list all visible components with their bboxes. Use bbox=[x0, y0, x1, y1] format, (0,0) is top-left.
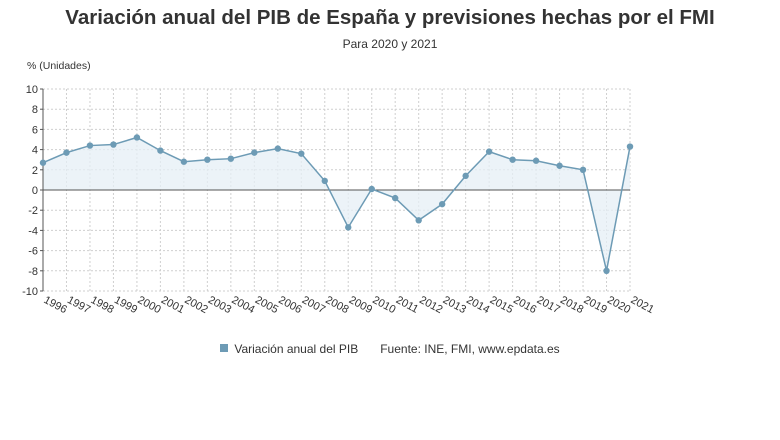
y-tick-label-3: 4 bbox=[32, 145, 38, 157]
data-point-2004 bbox=[227, 155, 235, 162]
x-tick-label-2021: 2021 bbox=[629, 294, 656, 316]
y-tick-labels: 10 8 6 4 2 0 -2 -4 -6 -8 -10 bbox=[22, 84, 43, 298]
x-tick-label-2015: 2015 bbox=[488, 294, 515, 316]
y-tick-label-4: 2 bbox=[32, 165, 38, 177]
data-point-2015 bbox=[485, 148, 493, 155]
data-point-2016 bbox=[509, 156, 516, 163]
x-tick-label-2009: 2009 bbox=[347, 294, 374, 316]
series-points bbox=[39, 134, 634, 274]
x-tick-label-2001: 2001 bbox=[159, 294, 186, 316]
data-point-2018 bbox=[556, 162, 563, 169]
data-point-2013 bbox=[438, 200, 446, 208]
x-tick-label-2007: 2007 bbox=[300, 294, 327, 316]
source-note: Fuente: INE, FMI, www.epdata.es bbox=[380, 342, 560, 356]
series-line bbox=[42, 136, 631, 271]
data-point-2020 bbox=[603, 267, 610, 274]
data-point-2012 bbox=[415, 217, 422, 224]
data-point-1996 bbox=[39, 159, 47, 166]
data-point-2019 bbox=[579, 166, 587, 173]
data-point-2021 bbox=[626, 143, 634, 150]
x-tick-label-2000: 2000 bbox=[136, 294, 163, 316]
y-tick-label-8: -6 bbox=[28, 246, 38, 258]
x-tick-label-1996: 1996 bbox=[42, 294, 69, 316]
x-tick-label-1998: 1998 bbox=[89, 294, 116, 316]
x-tick-label-2016: 2016 bbox=[511, 294, 538, 316]
x-tick-label-2008: 2008 bbox=[323, 294, 350, 316]
x-tick-label-1999: 1999 bbox=[112, 294, 139, 316]
data-point-2009 bbox=[345, 224, 352, 231]
x-tick-label-2014: 2014 bbox=[464, 294, 491, 316]
axes bbox=[42, 89, 630, 291]
x-tick-label-2010: 2010 bbox=[370, 294, 397, 316]
x-tick-label-2004: 2004 bbox=[229, 294, 256, 316]
y-tick-label-0: 10 bbox=[26, 84, 38, 96]
data-point-1998 bbox=[86, 142, 94, 149]
legend-series-label: Variación anual del PIB bbox=[234, 342, 359, 356]
y-tick-label-10: -10 bbox=[22, 286, 38, 298]
data-point-2008 bbox=[321, 177, 328, 185]
data-point-1999 bbox=[110, 141, 117, 148]
y-tick-label-6: -2 bbox=[28, 205, 38, 217]
y-axis-label: % (Unidades) bbox=[27, 60, 91, 72]
y-tick-label-1: 8 bbox=[32, 104, 38, 116]
data-point-2002 bbox=[180, 158, 188, 165]
series-polyline bbox=[42, 136, 631, 271]
x-tick-label-1997: 1997 bbox=[65, 294, 92, 316]
data-point-2014 bbox=[462, 172, 469, 180]
y-tick-label-5: 0 bbox=[32, 185, 38, 197]
x-tick-label-2020: 2020 bbox=[605, 294, 632, 316]
y-tick-label-9: -8 bbox=[28, 266, 38, 278]
x-tick-label-2003: 2003 bbox=[206, 294, 233, 316]
x-tick-label-2005: 2005 bbox=[253, 294, 280, 316]
x-tick-label-2017: 2017 bbox=[535, 294, 562, 316]
x-tick-label-2019: 2019 bbox=[582, 294, 609, 316]
data-point-2007 bbox=[298, 150, 305, 157]
data-point-2011 bbox=[392, 194, 399, 202]
x-tick-label-2018: 2018 bbox=[558, 294, 585, 316]
data-point-2006 bbox=[274, 145, 281, 152]
chart-subtitle: Para 2020 y 2021 bbox=[342, 37, 438, 51]
chart-title: Variación anual del PIB de España y prev… bbox=[65, 6, 715, 29]
data-point-1997 bbox=[63, 149, 70, 156]
x-tick-label-2013: 2013 bbox=[441, 294, 468, 316]
x-tick-label-2011: 2011 bbox=[394, 294, 421, 316]
data-point-2000 bbox=[133, 134, 141, 141]
x-tick-labels: 1996199719981999200020012002200320042005… bbox=[42, 294, 656, 316]
data-point-2001 bbox=[157, 147, 164, 154]
y-tick-label-7: -4 bbox=[28, 225, 38, 237]
y-tick-label-2: 6 bbox=[32, 124, 38, 136]
data-point-2003 bbox=[204, 156, 211, 163]
data-point-2010 bbox=[368, 185, 375, 193]
legend-swatch bbox=[220, 344, 229, 352]
legend: Variación anual del PIB Fuente: INE, FMI,… bbox=[0, 342, 780, 356]
x-tick-label-2012: 2012 bbox=[417, 294, 444, 316]
data-point-2005 bbox=[251, 149, 258, 156]
x-tick-label-2006: 2006 bbox=[276, 294, 303, 316]
x-tick-label-2002: 2002 bbox=[182, 294, 209, 316]
data-point-2017 bbox=[532, 157, 540, 164]
